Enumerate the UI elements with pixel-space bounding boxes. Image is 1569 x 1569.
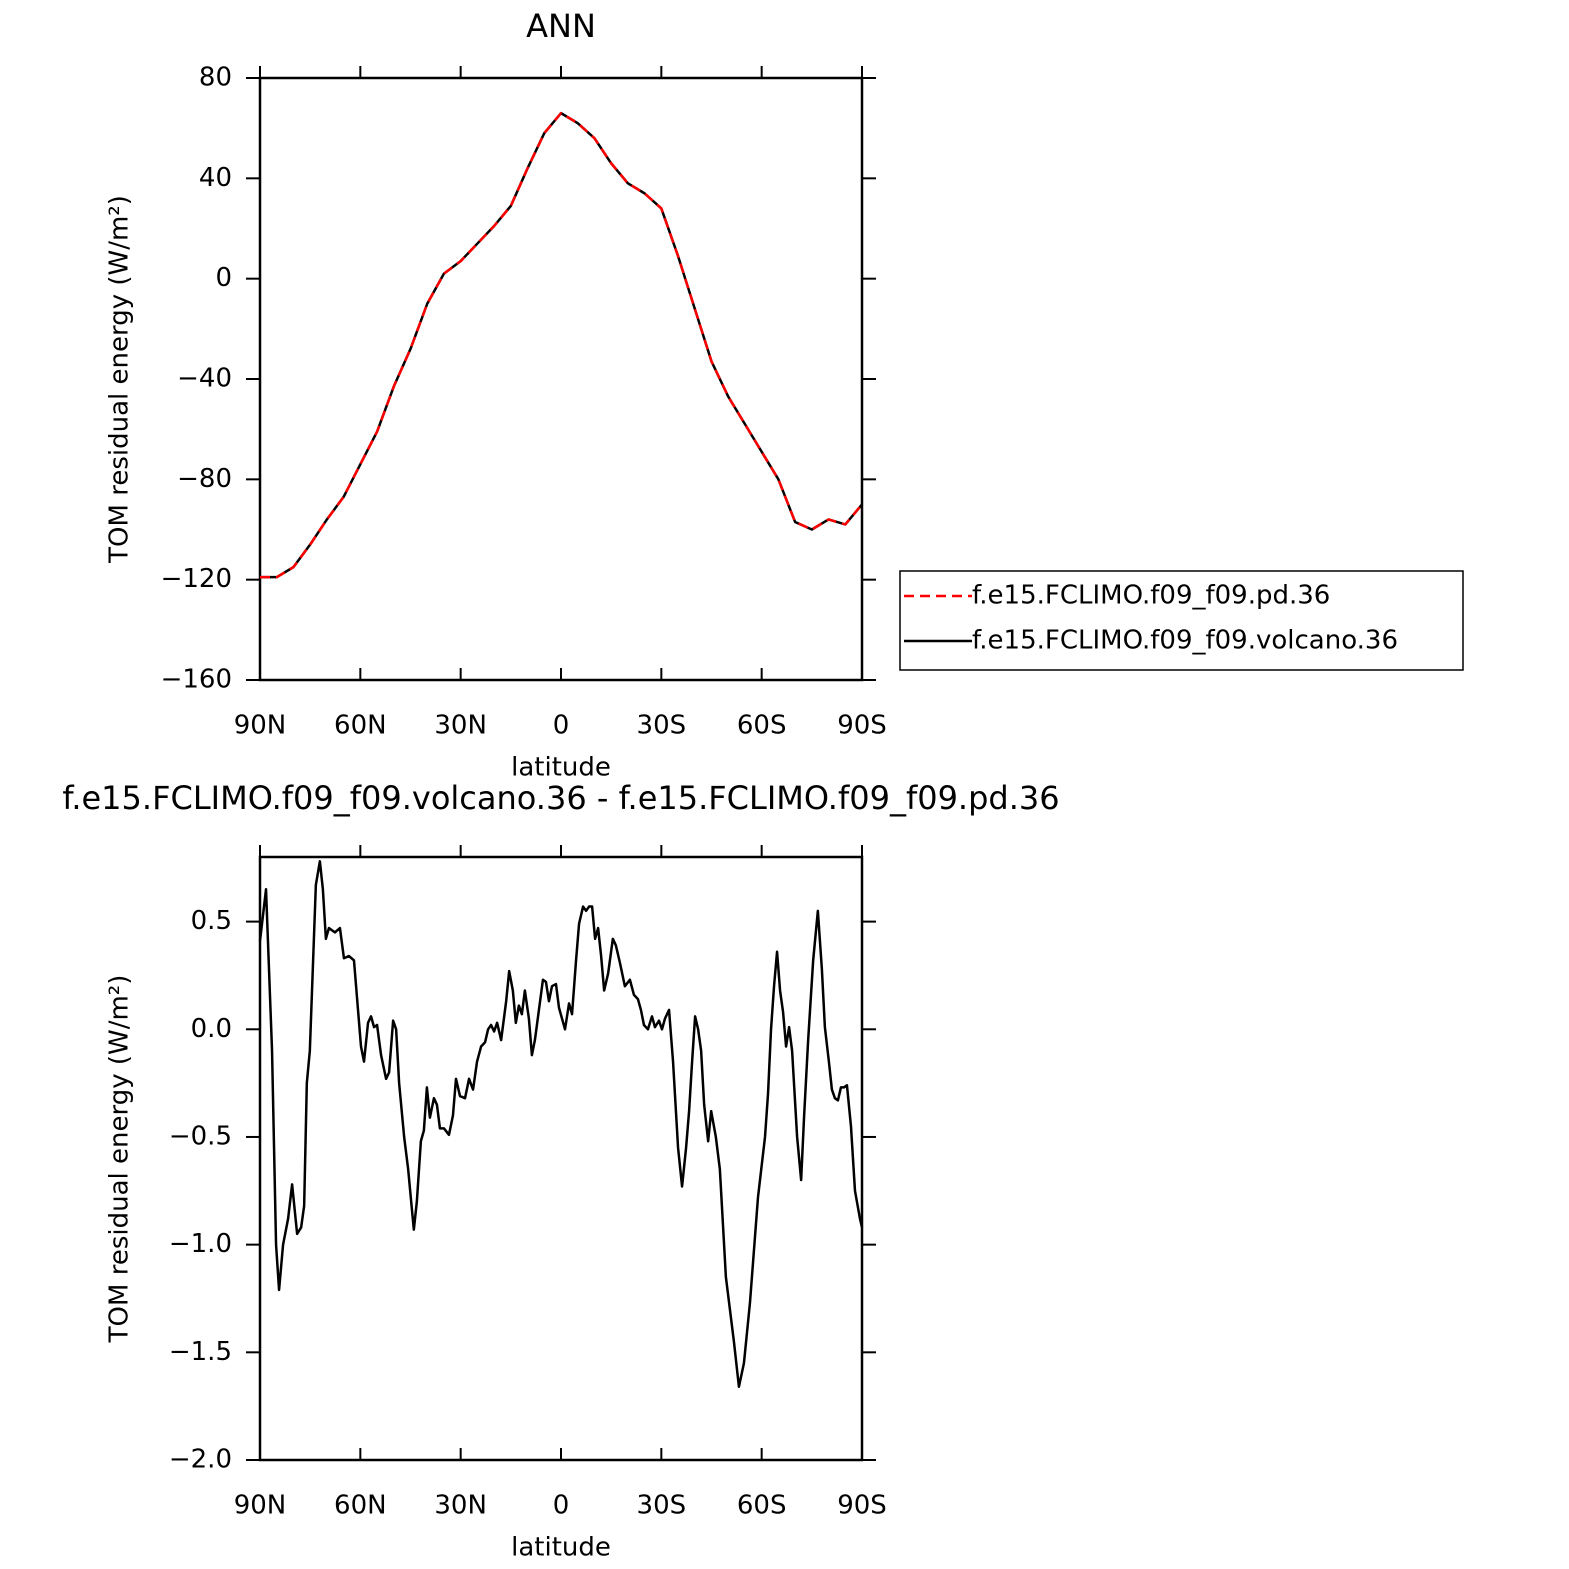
- data-line: [258, 860, 864, 1389]
- x-tick-label: 90N: [234, 711, 287, 741]
- x-tick-label: 60N: [334, 1491, 387, 1521]
- x-tick-label: 60S: [737, 711, 787, 741]
- x-tick-label: 90N: [234, 1491, 287, 1521]
- chart-title: f.e15.FCLIMO.f09_f09.volcano.36 - f.e15.…: [62, 779, 1059, 817]
- x-tick-label: 90S: [837, 1491, 887, 1521]
- x-tick-label: 60N: [334, 711, 387, 741]
- x-tick-label: 0: [553, 711, 570, 741]
- x-axis-label: latitude: [511, 753, 611, 783]
- data-line: [260, 111, 863, 579]
- y-tick-label: −80: [177, 464, 232, 494]
- x-tick-label: 90S: [837, 711, 887, 741]
- y-tick-label: −120: [161, 564, 232, 594]
- y-axis-label: TOM residual energy (W/m²): [105, 195, 135, 564]
- x-tick-label: 30N: [434, 1491, 487, 1521]
- chart-title: ANN: [526, 7, 596, 45]
- x-tick-label: 60S: [737, 1491, 787, 1521]
- plot-frame: [258, 855, 864, 1462]
- x-tick-label: 30S: [637, 711, 687, 741]
- y-tick-label: −1.5: [169, 1337, 232, 1367]
- y-tick-label: −2.0: [169, 1445, 232, 1475]
- y-tick-label: 40: [199, 163, 232, 193]
- y-axis-label: TOM residual energy (W/m²): [105, 975, 135, 1344]
- legend-box: [899, 570, 1464, 671]
- y-tick-label: 0.5: [191, 906, 232, 936]
- y-tick-label: 0.0: [191, 1014, 232, 1044]
- y-tick-label: −160: [161, 665, 232, 695]
- y-tick-label: 80: [199, 63, 232, 93]
- x-tick-label: 30S: [637, 1491, 687, 1521]
- x-tick-label: 30N: [434, 711, 487, 741]
- y-tick-label: 0: [215, 263, 232, 293]
- plot-frame: [258, 76, 864, 682]
- y-tick-label: −0.5: [169, 1121, 232, 1151]
- y-tick-label: −1.0: [169, 1229, 232, 1259]
- legend-label: f.e15.FCLIMO.f09_f09.pd.36: [972, 581, 1330, 611]
- x-axis-label: latitude: [511, 1533, 611, 1563]
- legend-label: f.e15.FCLIMO.f09_f09.volcano.36: [972, 626, 1398, 656]
- x-tick-label: 0: [553, 1491, 570, 1521]
- y-tick-label: −40: [177, 364, 232, 394]
